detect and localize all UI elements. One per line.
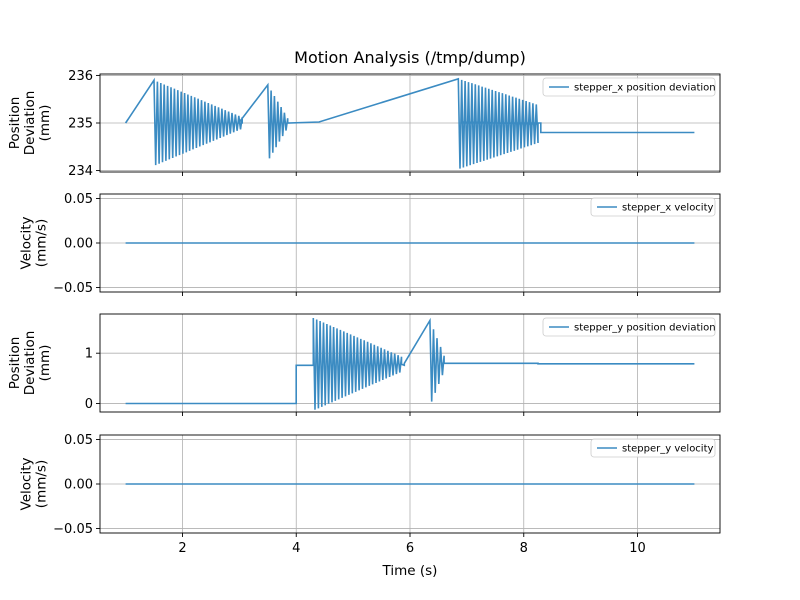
x-tick-label: 4 — [292, 541, 300, 556]
x-tick-label: 10 — [629, 541, 646, 556]
y-axis-label: PositionDeviation(mm) — [7, 91, 53, 156]
subplot-2: −0.05 0.00 0.05 Velocity(mm/s) stepper_x vel… — [19, 192, 721, 296]
y-tick-label: −0.05 — [53, 522, 93, 537]
legend-box — [590, 197, 716, 217]
chart-title: Motion Analysis (/tmp/dump) — [294, 48, 526, 67]
legend: stepper_x position deviation — [542, 77, 716, 97]
y-axis-label-line: Deviation — [22, 331, 38, 396]
series-line-3 — [125, 317, 695, 410]
y-tick-label: 0.00 — [64, 237, 93, 252]
y-axis-label-line: Deviation — [22, 91, 38, 156]
y-axis-label-line: (mm/s) — [34, 219, 50, 267]
series-line-1 — [124, 77, 695, 169]
subplot-3: 0 1 PositionDeviation(mm) stepper_y positio… — [7, 313, 721, 416]
y-tick-label: 236 — [68, 69, 93, 84]
y-axis-label-line: Velocity — [19, 458, 35, 511]
y-tick-label: −0.05 — [53, 281, 93, 296]
x-axis-label: Time (s) — [382, 563, 438, 579]
y-axis-label-line: Velocity — [19, 217, 35, 270]
y-axis-label-line: (mm) — [37, 105, 53, 142]
legend-label: stepper_y position deviation — [574, 323, 716, 334]
subplot-panels: 234235236PositionDeviation(mm)stepper_x … — [7, 69, 721, 556]
y-axis-label: PositionDeviation(mm) — [7, 331, 53, 396]
y-axis-label-line: (mm) — [37, 345, 53, 382]
legend-label: stepper_y velocity — [622, 444, 714, 455]
y-tick-label: 1 — [85, 347, 93, 362]
y-tick-label: 234 — [68, 164, 93, 179]
legend-label: stepper_x velocity — [622, 203, 714, 214]
y-axis-label: Velocity(mm/s) — [19, 217, 50, 270]
y-axis-label-line: Position — [7, 97, 23, 150]
y-tick-label: 235 — [68, 117, 93, 132]
x-tick-label: 6 — [406, 541, 414, 556]
legend-box — [542, 317, 716, 337]
x-tick-label: 2 — [178, 541, 186, 556]
legend: stepper_y position deviation — [542, 317, 716, 337]
subplot-1: 234 235 236 PositionDeviation(mm) stepper_x … — [7, 69, 721, 179]
y-axis-label-line: Position — [7, 337, 23, 390]
subplot-4: −0.05 0.00 0.05 2 4 6 8 10 Velocity(mm/s) stepper… — [19, 433, 721, 556]
legend: stepper_x velocity — [590, 197, 716, 217]
legend-box — [590, 438, 716, 458]
y-tick-label: 0.00 — [64, 478, 93, 493]
y-tick-label: 0.05 — [64, 192, 93, 207]
legend-box — [542, 77, 716, 97]
legend-label: stepper_x position deviation — [574, 83, 716, 94]
y-axis-label-line: (mm/s) — [34, 460, 50, 508]
y-tick-label: 0.05 — [64, 433, 93, 448]
y-axis-label: Velocity(mm/s) — [19, 458, 50, 511]
y-tick-label: 0 — [85, 397, 93, 412]
x-tick-label: 8 — [520, 541, 528, 556]
legend: stepper_y velocity — [590, 438, 716, 458]
